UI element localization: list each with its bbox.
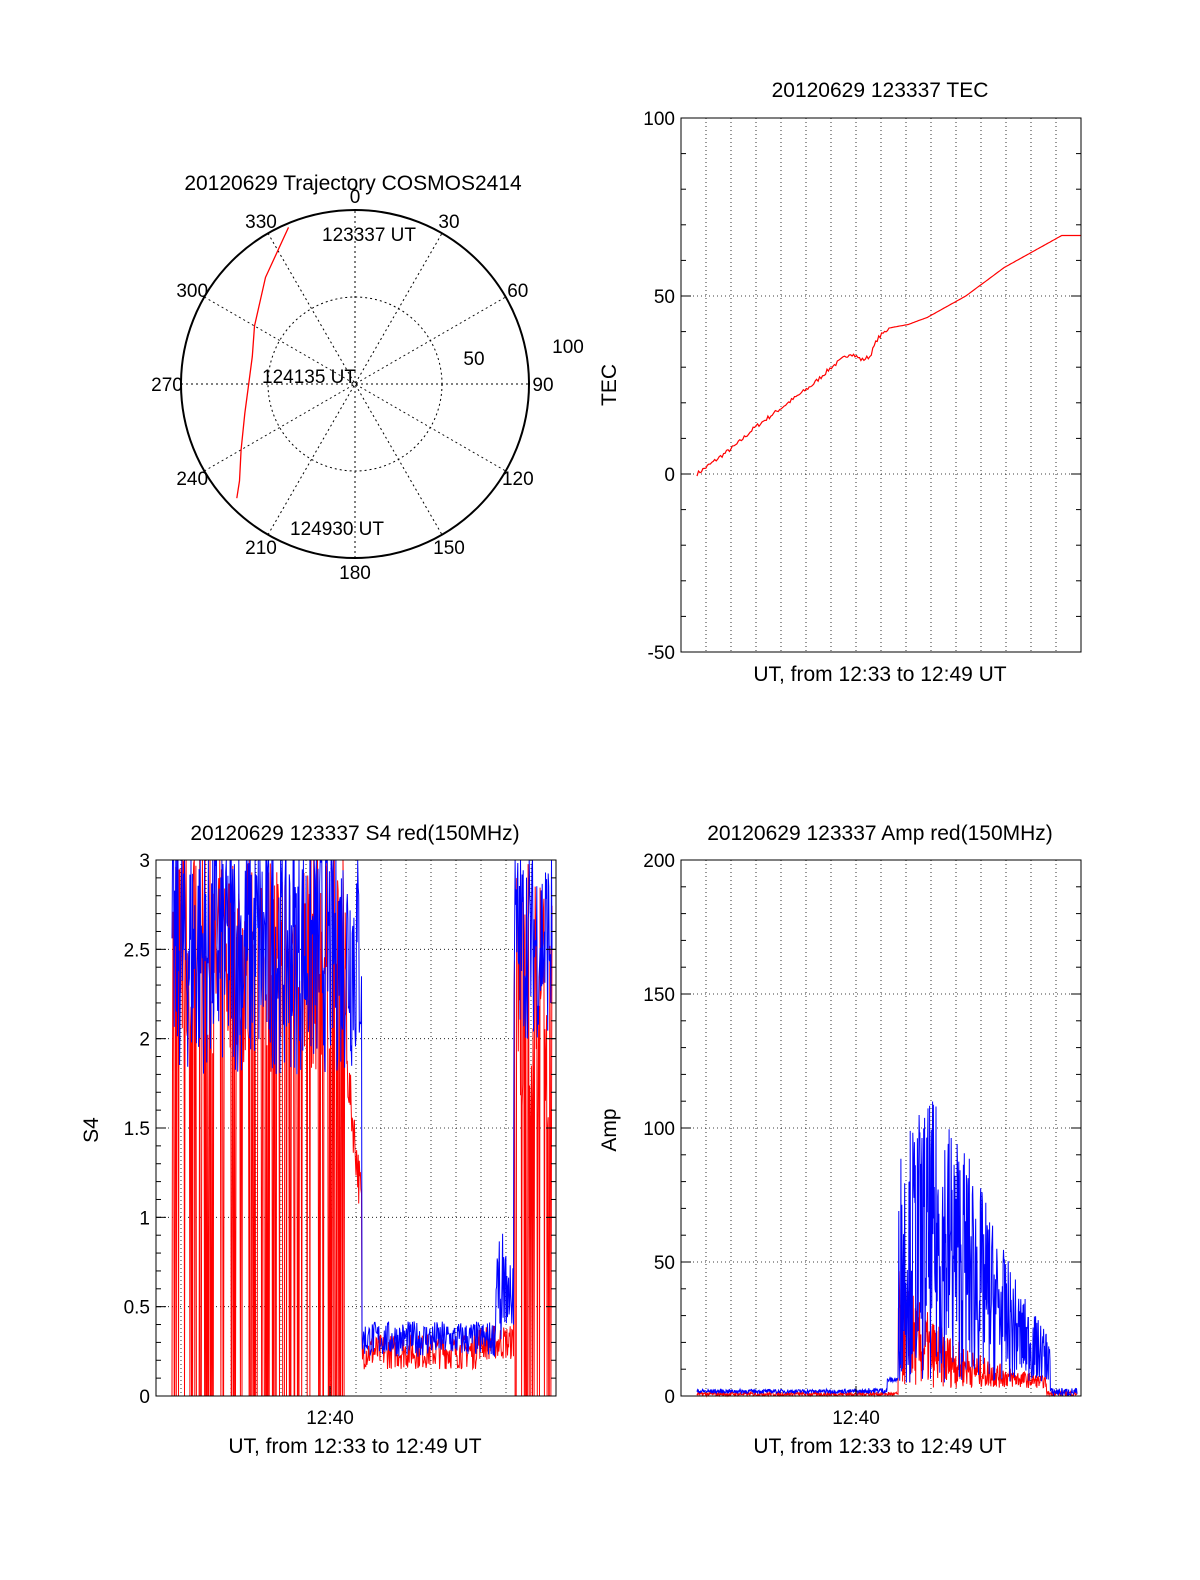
amp-x-axis-label: UT, from 12:33 to 12:49 UT [753,1435,1006,1458]
polar-azimuth-label: 0 [350,187,361,208]
amp-x-tick-label: 12:40 [832,1408,880,1429]
tec-x-axis-label: UT, from 12:33 to 12:49 UT [753,663,1006,686]
s4-y-tick-label: 0.5 [124,1298,150,1319]
amp-y-tick-label: 0 [664,1387,675,1408]
polar-radial-label: 100 [552,337,584,358]
tec-title: 20120629 123337 TEC [772,79,989,102]
s4-title: 20120629 123337 S4 red(150MHz) [190,822,519,845]
amp-series-blue [696,1101,1078,1397]
polar-azimuth-label: 210 [245,538,277,559]
s4-y-tick-label: 2.5 [124,940,150,961]
s4-y-axis-label: S4 [80,1117,103,1143]
trajectory-polar-plot: 20120629 Trajectory COSMOS2414 0 30 60 90 12… [151,172,584,584]
s4-y-tick-label: 1.5 [124,1119,150,1140]
amp-series-red [696,1271,1078,1398]
polar-azimuth-label: 300 [176,281,208,302]
polar-title: 20120629 Trajectory COSMOS2414 [184,172,522,195]
s4-y-tick-label: 0 [139,1387,150,1408]
polar-azimuth-label: 180 [339,563,371,584]
amp-chart: 20120629 123337 Amp red(150MHz) 0 50 100 15… [598,822,1082,1458]
polar-azimuth-label: 30 [438,212,459,233]
polar-spoke-120 [204,296,506,472]
tec-y-tick-label: 0 [664,465,675,486]
polar-azimuth-label: 120 [502,469,534,490]
tec-y-tick-label: -50 [648,643,675,664]
tec-y-axis-label: TEC [598,364,621,406]
polar-spoke-30 [267,233,443,535]
tec-y-tick-label: 50 [654,287,675,308]
polar-azimuth-label: 240 [176,469,208,490]
polar-azimuth-label: 60 [507,281,528,302]
annotation-end-time: 124930 UT [290,519,384,540]
amp-y-tick-label: 200 [643,851,675,872]
annotation-start-time: 123337 UT [322,225,416,246]
annotation-mid-time: 124135 UT [262,367,356,388]
s4-y-tick-label: 1 [139,1208,150,1229]
tec-y-tick-label: 100 [643,109,675,130]
polar-radial-label: 50 [463,349,484,370]
tec-series-line [696,234,1081,477]
s4-y-tick-label: 2 [139,1030,150,1051]
s4-x-axis-label: UT, from 12:33 to 12:49 UT [228,1435,481,1458]
amp-y-tick-label: 100 [643,1119,675,1140]
polar-spoke-150 [267,233,443,535]
tec-chart: 20120629 123337 TEC -50 0 50 100 TEC UT, fr… [598,79,1082,686]
polar-azimuth-label: 330 [245,212,277,233]
amp-y-axis-label: Amp [598,1108,621,1151]
s4-y-tick-label: 3 [139,851,150,872]
polar-azimuth-label: 90 [532,375,553,396]
amp-y-tick-label: 150 [643,985,675,1006]
polar-azimuth-label: 150 [433,538,465,559]
s4-x-tick-label: 12:40 [306,1408,354,1429]
amp-y-tick-label: 50 [654,1253,675,1274]
s4-series-blue [171,859,553,1357]
amp-title: 20120629 123337 Amp red(150MHz) [707,822,1053,845]
polar-spoke-60 [204,296,506,472]
tec-frame [680,117,1082,653]
s4-chart: 20120629 123337 S4 red(150MHz) 0 0.5 1 1.5 2… [80,822,557,1458]
polar-trajectory-trace [236,227,290,499]
polar-azimuth-label: 270 [151,375,183,396]
